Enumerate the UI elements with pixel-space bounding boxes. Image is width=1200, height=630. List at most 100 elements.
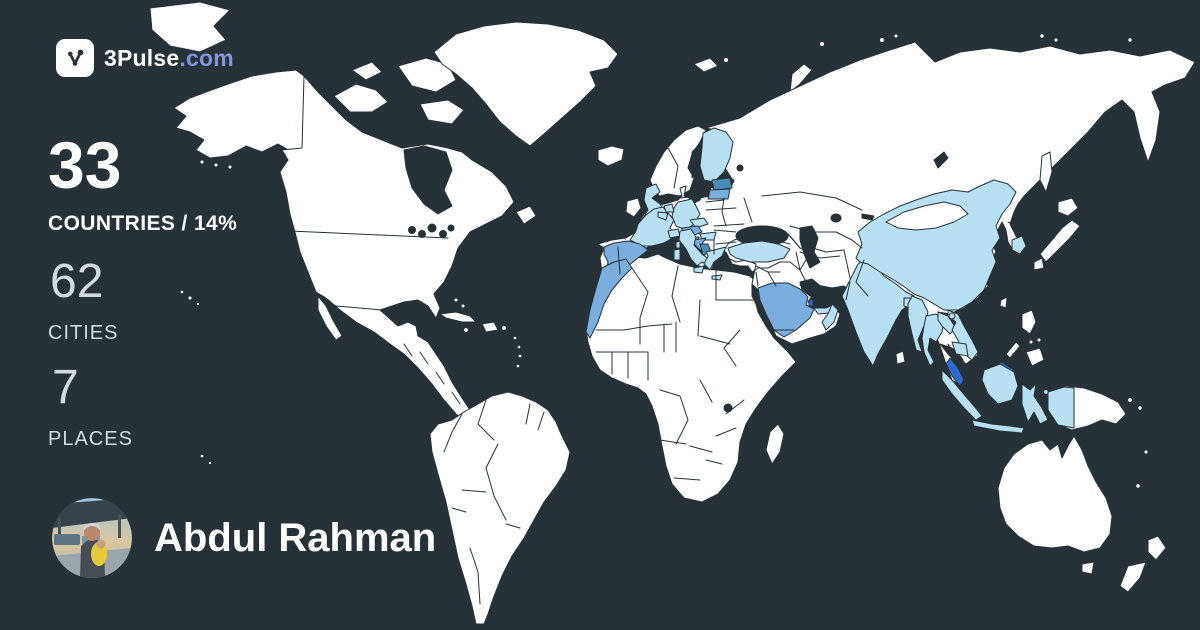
cities-label: CITIES [48, 322, 119, 344]
border-scandinavia [667, 147, 679, 189]
country-czechia [689, 217, 709, 229]
great-lake [418, 230, 426, 238]
caribbean-island [501, 325, 507, 331]
country-turkey [727, 240, 791, 263]
aleutian-island [213, 162, 219, 168]
border-korea [1007, 221, 1021, 229]
landmass-sakhalin [1039, 151, 1053, 193]
avatar[interactable] [52, 498, 132, 578]
landmass-taiwan [999, 296, 1008, 309]
landmass-ireland [625, 197, 642, 218]
border-us-mexico [315, 295, 383, 311]
landmass-mongolia [885, 201, 969, 231]
pacific-island [199, 453, 205, 459]
hudson-bay [403, 145, 453, 215]
aleutian-island [199, 159, 205, 165]
caribbean-island [463, 327, 469, 333]
landmass-greenland [433, 21, 619, 147]
arctic-island [333, 83, 389, 113]
country-italy-sicily [693, 265, 705, 274]
melanesian-island [1135, 483, 1141, 489]
border-africa-south [659, 379, 723, 481]
arctic-island [893, 33, 899, 39]
places-label: PLACES [48, 428, 133, 450]
arctic-island [351, 61, 383, 81]
border-central-asia [761, 191, 863, 259]
brand-name: 3Pulse.com [104, 44, 234, 71]
border-portugal-spain [617, 246, 621, 275]
border-europe-east [679, 196, 753, 255]
country-china [855, 179, 1017, 311]
caribbean-island [517, 353, 523, 359]
country-saudi-arabia [757, 282, 815, 338]
landmass-palawan [1005, 341, 1021, 359]
landmass-alaska [173, 69, 305, 159]
landmass-honshu [1039, 219, 1081, 263]
country-belgium [657, 211, 669, 221]
landmass-nz-north [1147, 535, 1167, 561]
country-indonesia-sulawesi [1021, 383, 1049, 425]
border-central-america [403, 343, 461, 405]
lake-baikal [933, 151, 949, 169]
persian-gulf [799, 278, 831, 299]
great-lake [439, 230, 447, 238]
landmass-luzon [1021, 309, 1037, 335]
country-latvia [707, 188, 731, 200]
arctic-island [879, 37, 885, 43]
border-africa-east [675, 299, 745, 437]
cities-count: 62 [50, 255, 104, 308]
gulf-of-thailand [939, 343, 967, 369]
profile-photo [52, 498, 132, 578]
landmass-newfoundland [515, 205, 537, 225]
lake-ladoga [736, 164, 744, 172]
country-oman [821, 303, 839, 331]
pacific-island [195, 301, 201, 307]
landmass-north-america [279, 75, 515, 423]
border-africa-west [595, 317, 673, 381]
melanesian-island [1143, 449, 1149, 455]
country-indonesia-borneo [981, 363, 1019, 405]
country-indonesia-java [971, 419, 1025, 434]
country-indonesia-sumatra [941, 369, 983, 421]
country-morocco [585, 258, 633, 339]
brand-logo[interactable]: 3Pulse.com [56, 39, 234, 77]
landmass-baja [317, 295, 343, 341]
melanesian-island [1137, 405, 1143, 411]
arctic-island [1127, 37, 1133, 43]
pacific-island [179, 289, 185, 295]
arctic-island-novaya-zemlya [789, 63, 813, 93]
great-lake [427, 223, 437, 233]
border-canada-us [289, 230, 449, 239]
arctic-island-svalbard [693, 57, 719, 73]
great-lake [408, 226, 416, 234]
arctic-island [1053, 37, 1059, 43]
country-greece [703, 246, 727, 271]
pulse-share-icon [56, 39, 94, 77]
landmass-iceland [597, 145, 625, 167]
border-south-america [443, 399, 545, 605]
border-iran-stans [795, 249, 869, 301]
landmass-africa [585, 253, 797, 503]
landmass-nz-south [1119, 561, 1147, 593]
country-malaysia-peninsula [945, 357, 965, 387]
country-indonesia-papua [1047, 386, 1075, 429]
caribbean-island [453, 297, 459, 303]
landmass-hispaniola [481, 321, 499, 333]
country-finland [699, 127, 734, 183]
border-africa-north [631, 265, 755, 323]
landmass-kyushu [1033, 257, 1045, 271]
aral-sea [830, 213, 842, 223]
country-switzerland [667, 228, 681, 239]
countries-label: COUNTRIES / 14% [48, 212, 238, 235]
caribbean-island [515, 363, 521, 369]
country-greece-crete [711, 274, 723, 281]
country-china-hainan [948, 312, 956, 320]
country-south-korea [1011, 235, 1027, 255]
country-italy-sardinia [673, 248, 681, 261]
country-qatar [808, 298, 814, 307]
philippine-island [1036, 337, 1042, 343]
countries-count: 33 [48, 128, 122, 202]
landmass-tasmania [1081, 561, 1095, 575]
great-lake [447, 224, 455, 232]
